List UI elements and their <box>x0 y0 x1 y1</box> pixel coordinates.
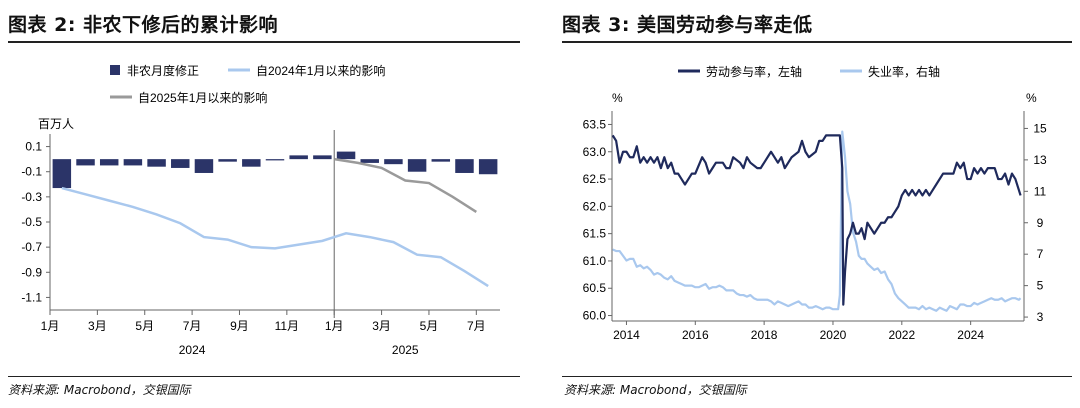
left-axis-tick-label: 60.5 <box>583 281 607 295</box>
right-x-tick-label: 2024 <box>957 328 984 342</box>
legend-swatch-bars <box>110 65 120 75</box>
bar-monthly-revision <box>360 159 379 163</box>
left-x-tick-label: 1月 <box>41 319 60 333</box>
right-axis-tick-label: 11 <box>1034 184 1047 198</box>
left-panel: 图表 2: 非农下修后的累计影响 非农月度修正 自2024年1月以来的影响 自2… <box>0 0 530 408</box>
right-plot-area: 63.5 63.0 62.5 62.0 61.5 61.0 60.5 60.0 15 13 11 9 7… <box>583 111 1047 342</box>
bar-monthly-revision <box>52 159 72 189</box>
left-bottom-rule <box>8 376 520 377</box>
right-axis-tick-label: 13 <box>1033 153 1047 167</box>
left-x-tick-label: 3月 <box>372 319 391 333</box>
right-axis-unit: % <box>1026 91 1037 105</box>
left-axis-unit: % <box>612 91 623 105</box>
bar-monthly-revision <box>123 159 143 166</box>
bar-monthly-revision <box>384 159 403 165</box>
left-axis-tick-label: 62.0 <box>583 199 607 213</box>
left-plot-area: 0.1 -0.1 -0.3 -0.5 -0.7 -0.9 -1.1 1月 3月 5月 7月 9月 11月… <box>21 130 500 357</box>
legend-label-lfpr: 劳动参与率，左轴 <box>706 64 802 79</box>
right-bottom-rule <box>562 376 1072 377</box>
legend-label-line-2024: 自2024年1月以来的影响 <box>256 63 385 78</box>
left-title-rule <box>8 41 520 43</box>
left-year-label: 2025 <box>392 343 419 357</box>
legend-label-line-2025: 自2025年1月以来的影响 <box>138 90 267 105</box>
bar-monthly-revision <box>431 159 451 162</box>
right-x-tick-label: 2020 <box>820 328 847 342</box>
left-y-tick-label: -0.9 <box>21 265 42 279</box>
left-x-tick-label: 7月 <box>183 319 202 333</box>
bar-monthly-revision <box>218 159 237 162</box>
right-chart-title: 图表 3: 美国劳动参与率走低 <box>562 14 813 36</box>
left-year-label: 2024 <box>179 343 206 357</box>
line-impact-since-2024 <box>61 186 489 288</box>
bar-monthly-revision <box>336 151 356 160</box>
right-axis-tick-label: 9 <box>1037 216 1044 230</box>
left-axis-tick-label: 61.5 <box>583 227 607 241</box>
bar-monthly-revision <box>99 159 119 166</box>
left-y-tick-label: 0.1 <box>25 140 42 154</box>
line-labor-participation-rate <box>611 134 1022 306</box>
left-x-tick-label: 11月 <box>275 319 299 333</box>
left-y-tick-label: -0.5 <box>21 215 42 229</box>
right-x-tick-label: 2014 <box>613 328 640 342</box>
left-x-tick-label: 5月 <box>135 319 154 333</box>
left-x-tick-label: 7月 <box>467 319 486 333</box>
left-source-note: 资料来源: Macrobond，交银国际 <box>8 383 191 397</box>
bar-monthly-revision <box>194 159 214 173</box>
bar-monthly-revision <box>242 159 261 167</box>
bar-monthly-revision <box>76 159 95 166</box>
left-x-tick-label: 9月 <box>230 319 249 333</box>
bar-monthly-revision <box>171 159 190 168</box>
line-impact-since-2025 <box>334 157 477 213</box>
bar-monthly-revision <box>478 159 498 175</box>
bar-monthly-revision <box>289 155 308 160</box>
left-unit-label: 百万人 <box>38 117 74 131</box>
bar-monthly-revision <box>455 159 474 173</box>
left-x-tick-label: 3月 <box>88 319 107 333</box>
left-chart: 非农月度修正 自2024年1月以来的影响 自2025年1月以来的影响 百万人 0… <box>21 63 500 357</box>
right-axis-tick-label: 5 <box>1037 279 1044 293</box>
left-axis-tick-label: 63.5 <box>583 117 607 131</box>
right-axis-tick-label: 7 <box>1037 247 1044 261</box>
left-axis-tick-label: 62.5 <box>583 172 607 186</box>
line-unemployment-rate <box>612 130 1022 312</box>
right-source-note: 资料来源: Macrobond，交银国际 <box>564 383 747 397</box>
left-y-tick-label: -0.7 <box>21 240 42 254</box>
right-axis-tick-label: 3 <box>1037 310 1044 324</box>
left-y-tick-label: -0.3 <box>21 190 42 204</box>
left-x-tick-label: 1月 <box>325 319 344 333</box>
right-axis-tick-label: 15 <box>1033 121 1047 135</box>
left-axis-tick-label: 61.0 <box>583 254 607 268</box>
right-title-rule <box>562 41 1072 43</box>
bar-monthly-revision <box>265 159 285 161</box>
left-y-tick-label: -1.1 <box>21 290 42 304</box>
right-x-tick-label: 2018 <box>751 328 778 342</box>
right-x-tick-label: 2022 <box>888 328 915 342</box>
right-chart: 劳动参与率，左轴 失业率，右轴 % % 63.5 63.0 62.5 62.0 61.5… <box>583 64 1047 342</box>
left-axis-tick-label: 60.0 <box>583 309 607 323</box>
legend-label-bars: 非农月度修正 <box>127 63 199 78</box>
left-x-tick-label: 5月 <box>420 319 439 333</box>
bar-monthly-revision <box>147 159 166 167</box>
left-y-tick-label: -0.1 <box>21 165 42 179</box>
bar-monthly-revision <box>313 155 332 160</box>
right-panel: 图表 3: 美国劳动参与率走低 劳动参与率，左轴 失业率，右轴 % % 63.5… <box>550 0 1080 408</box>
right-x-tick-label: 2016 <box>682 328 709 342</box>
left-axis-tick-label: 63.0 <box>583 145 607 159</box>
left-chart-title: 图表 2: 非农下修后的累计影响 <box>8 14 279 36</box>
bar-monthly-revision <box>407 159 427 172</box>
legend-label-unemp: 失业率，右轴 <box>868 64 940 79</box>
